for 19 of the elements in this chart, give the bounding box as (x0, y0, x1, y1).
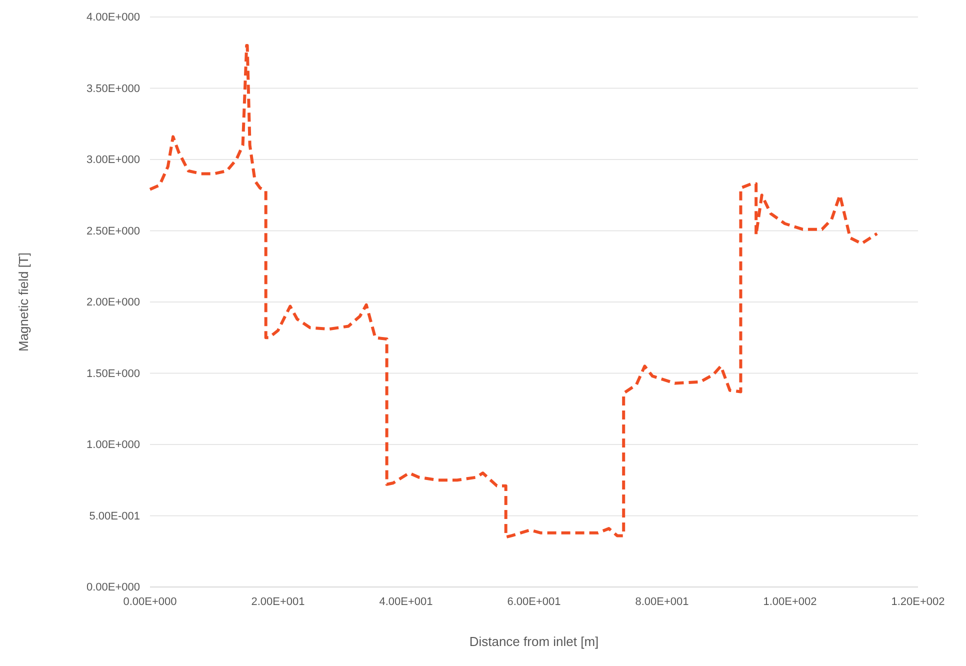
x-tick-label: 8.00E+001 (635, 596, 689, 608)
y-tick-label: 2.00E+000 (86, 296, 140, 309)
y-tick-label: 4.00E+000 (86, 12, 140, 24)
x-tick-label: 0.00E+000 (123, 596, 177, 608)
x-tick-label: 2.00E+001 (251, 596, 305, 608)
y-tick-label: 3.50E+000 (86, 82, 140, 95)
y-tick-label: 3.00E+000 (86, 154, 140, 166)
y-tick-label: 5.00E-001 (89, 510, 140, 522)
x-axis-title: Distance from inlet [m] (469, 634, 599, 649)
y-tick-label: 1.00E+000 (86, 439, 140, 452)
x-tick-label: 4.00E+001 (379, 596, 433, 608)
x-tick-label: 6.00E+001 (507, 596, 561, 608)
y-tick-label: 1.50E+000 (86, 368, 140, 380)
y-axis-title: Magnetic field [T] (16, 252, 31, 352)
x-tick-label: 1.00E+002 (763, 596, 817, 608)
y-tick-label: 2.50E+000 (86, 225, 140, 238)
line-series (148, 44, 879, 539)
x-tick-label: 1.20E+002 (891, 596, 945, 608)
y-tick-label: 0.00E+000 (86, 582, 140, 594)
